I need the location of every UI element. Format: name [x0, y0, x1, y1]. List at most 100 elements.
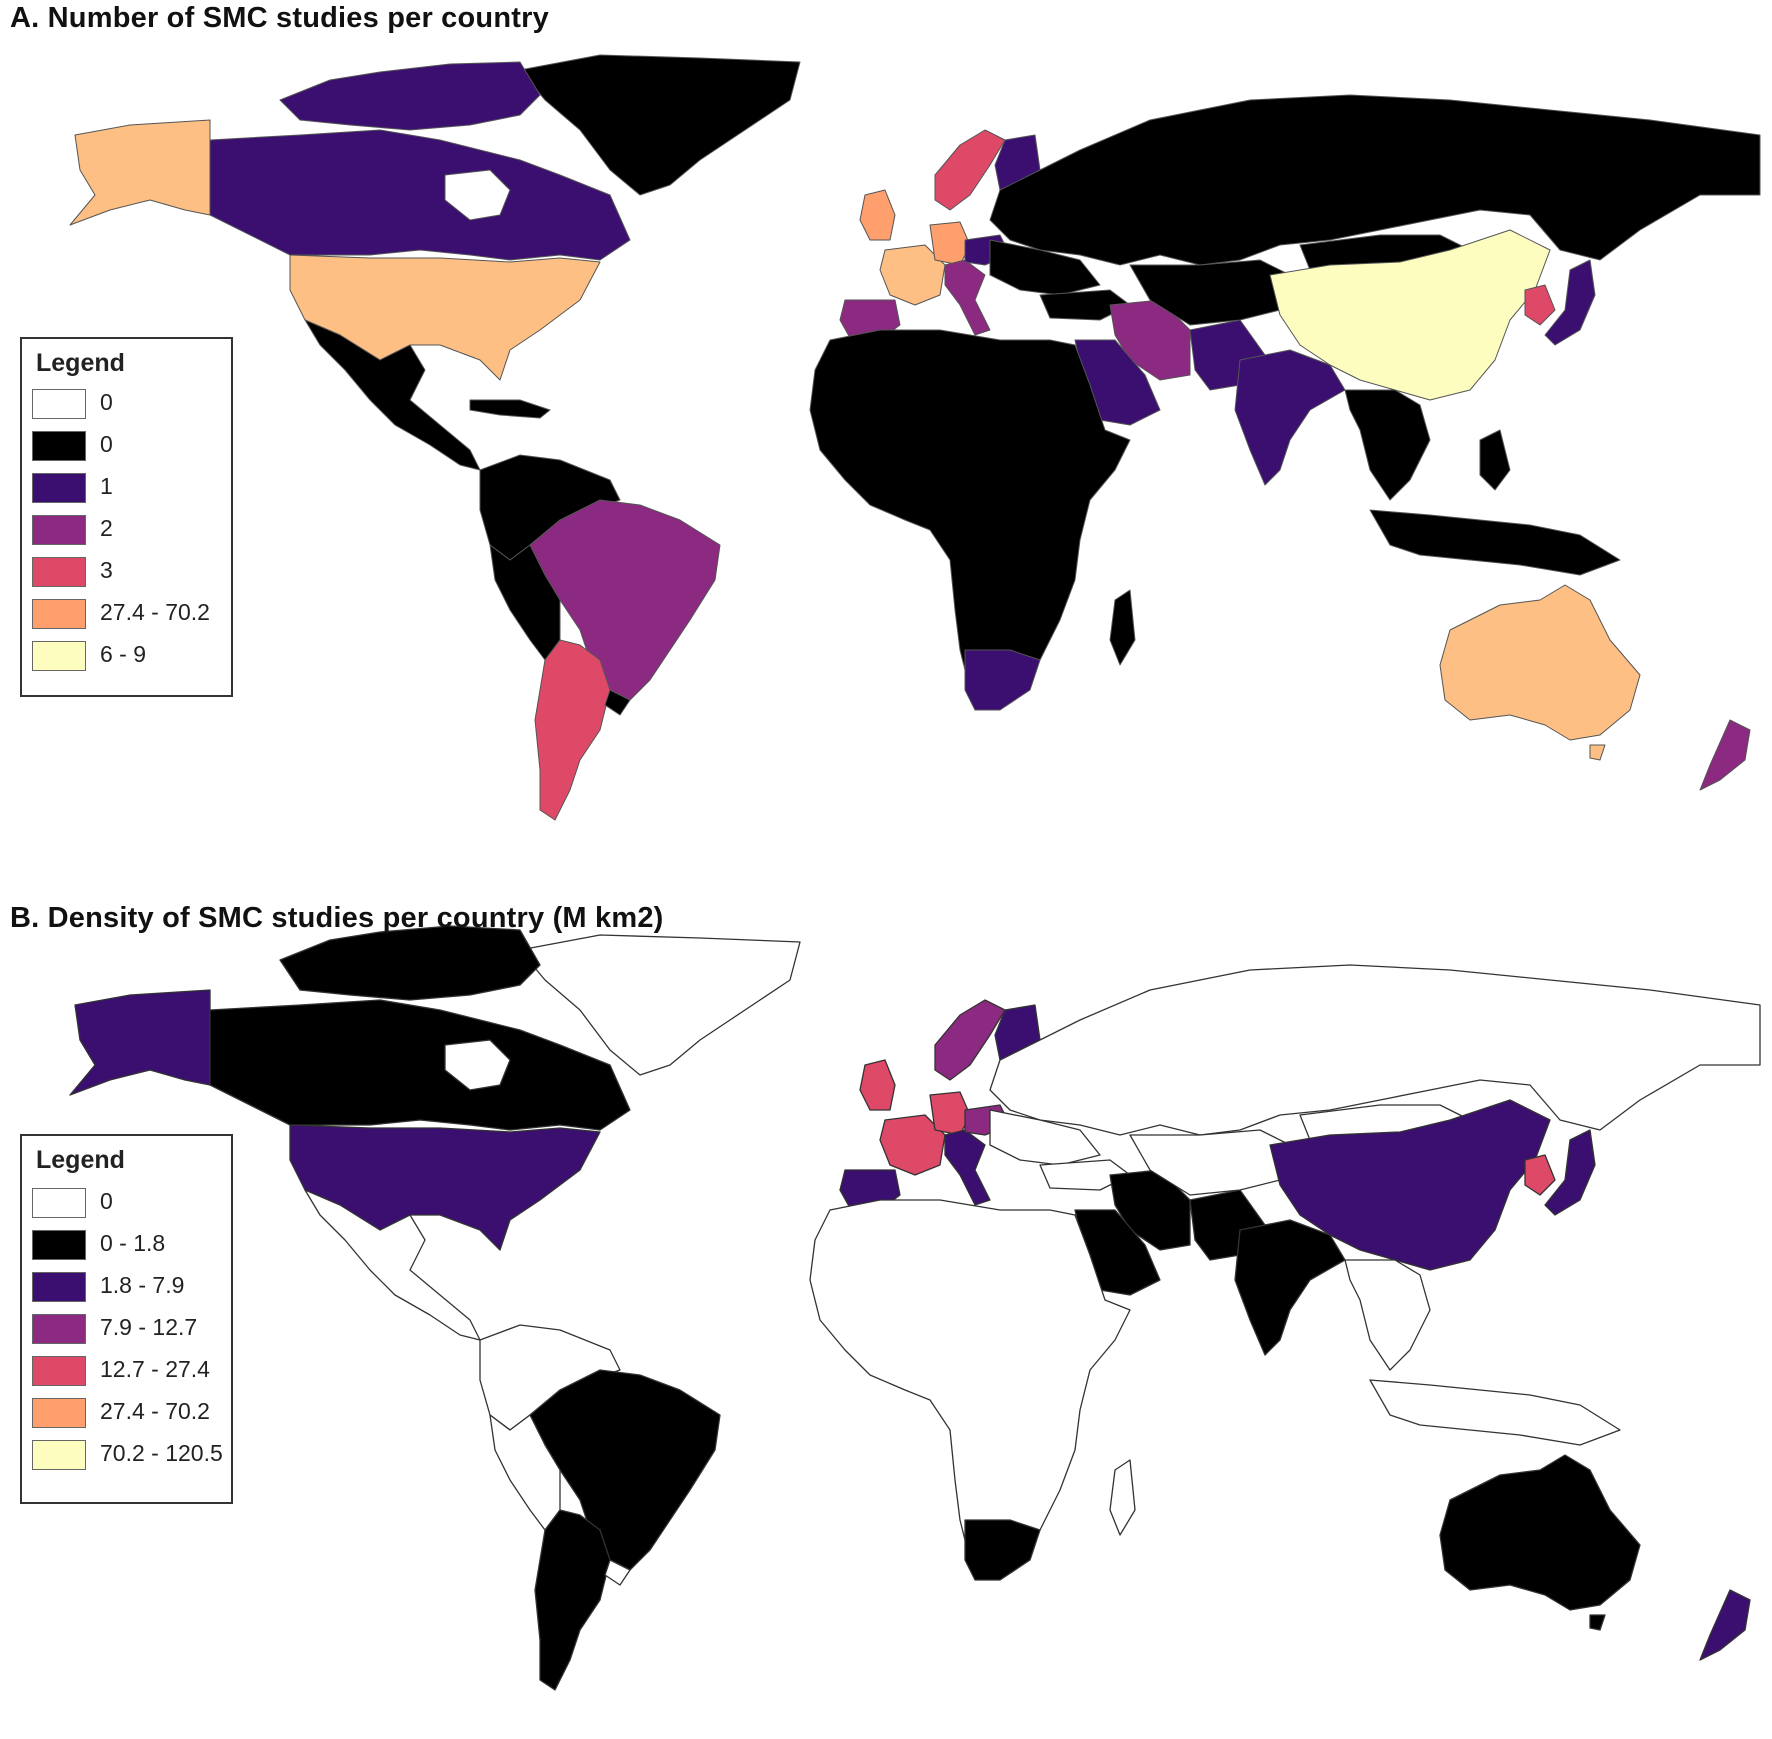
legend-b-swatch-5 [32, 1398, 86, 1428]
region-mexico [304, 319, 481, 471]
region-greenland [519, 54, 801, 196]
region-indonesia [1369, 1379, 1621, 1446]
legend-a-swatch-4 [32, 557, 86, 587]
region-e-europe [989, 239, 1101, 296]
region-china [1269, 229, 1551, 401]
region-uk [859, 1059, 896, 1111]
region-argentina [534, 1509, 611, 1691]
region-canada [209, 999, 631, 1131]
legend-b-item: 7.9 - 12.7 [32, 1312, 227, 1346]
region-canada-arctic [279, 925, 541, 1001]
region-italy [944, 259, 991, 336]
legend-b-label: 1.8 - 7.9 [100, 1272, 185, 1298]
region-africa [809, 1199, 1131, 1576]
region-brazil [529, 499, 721, 701]
legend-b-swatch-6 [32, 1440, 86, 1470]
region-india [1234, 349, 1346, 486]
legend-a-item: 2 [32, 513, 227, 547]
legend-a-swatch-1 [32, 431, 86, 461]
legend-a-item: 1 [32, 471, 227, 505]
legend-a-label: 0 [100, 431, 113, 457]
legend-a-label: 1 [100, 473, 113, 499]
region-hudson-bay [444, 169, 511, 221]
region-korea [1524, 1154, 1556, 1196]
region-uruguay [604, 689, 631, 716]
region-tasmania [1589, 744, 1606, 761]
legend-a-label: 2 [100, 515, 113, 541]
region-se-asia [1344, 389, 1431, 501]
region-south-africa [964, 1519, 1041, 1581]
legend-a-item: 0 [32, 429, 227, 463]
legend-a-item: 0 [32, 387, 227, 421]
legend-a-swatch-6 [32, 641, 86, 671]
region-uk [859, 189, 896, 241]
legend-b-label: 0 [100, 1188, 113, 1214]
legend-a-label: 6 - 9 [100, 641, 147, 667]
map-panel-b: B. Density of SMC studies per country (M… [0, 900, 1772, 1739]
legend-b-item: 70.2 - 120.5 [32, 1438, 227, 1472]
legend-a-swatch-5 [32, 599, 86, 629]
world-map-b [69, 925, 1761, 1691]
legend-a-label: 0 [100, 389, 113, 415]
legend-a-title: Legend [36, 349, 125, 377]
region-alaska [69, 989, 211, 1096]
region-e-europe [989, 1109, 1101, 1166]
region-new-zealand [1699, 719, 1751, 791]
region-india [1234, 1219, 1346, 1356]
region-philippines [1479, 429, 1511, 491]
region-mexico [304, 1189, 481, 1341]
legend-a-swatch-2 [32, 473, 86, 503]
region-madagascar [1109, 589, 1136, 666]
region-argentina [534, 639, 611, 821]
legend-b-item: 0 [32, 1186, 227, 1220]
legend-a-swatch-0 [32, 389, 86, 419]
legend-b-swatch-4 [32, 1356, 86, 1386]
legend-a-item: 6 - 9 [32, 639, 227, 673]
region-korea [1524, 284, 1556, 326]
legend-a-item: 3 [32, 555, 227, 589]
region-alaska [69, 119, 211, 226]
region-brazil [529, 1369, 721, 1571]
legend-b-label: 7.9 - 12.7 [100, 1314, 198, 1340]
region-italy [944, 1129, 991, 1206]
region-russia [989, 94, 1761, 266]
region-madagascar [1109, 1459, 1136, 1536]
legend-a: Legend 0 0 1 2 3 27.4 - 70.2 6 - 9 [20, 337, 233, 697]
legend-b-swatch-1 [32, 1230, 86, 1260]
legend-b-item: 12.7 - 27.4 [32, 1354, 227, 1388]
legend-b-label: 0 - 1.8 [100, 1230, 166, 1256]
region-germany [929, 1091, 971, 1136]
legend-b-swatch-3 [32, 1314, 86, 1344]
region-norway [934, 999, 1006, 1081]
region-se-asia [1344, 1259, 1431, 1371]
legend-b-label: 12.7 - 27.4 [100, 1356, 210, 1382]
region-new-zealand [1699, 1589, 1751, 1661]
region-france [879, 244, 946, 306]
region-canada-arctic [279, 61, 541, 131]
map-panel-a: A. Number of SMC studies per country Leg… [10, 2, 1761, 821]
legend-b-swatch-2 [32, 1272, 86, 1302]
region-africa [809, 329, 1131, 706]
region-greenland [519, 934, 801, 1076]
region-tasmania [1589, 1614, 1606, 1631]
region-uruguay [604, 1559, 631, 1586]
region-france [879, 1114, 946, 1176]
legend-b-swatch-0 [32, 1188, 86, 1218]
region-germany [929, 221, 971, 266]
region-australia [1439, 584, 1641, 741]
region-caribbean [469, 399, 551, 419]
panel-b-title: B. Density of SMC studies per country (M… [10, 902, 664, 934]
region-china [1269, 1099, 1551, 1271]
region-canada [209, 129, 631, 261]
legend-a-label: 3 [100, 557, 113, 583]
legend-b-label: 27.4 - 70.2 [100, 1398, 210, 1424]
region-russia [989, 964, 1761, 1136]
region-japan [1544, 1129, 1596, 1216]
region-norway [934, 129, 1006, 211]
legend-b-item: 0 - 1.8 [32, 1228, 227, 1262]
legend-b-item: 1.8 - 7.9 [32, 1270, 227, 1304]
legend-a-item: 27.4 - 70.2 [32, 597, 227, 631]
legend-b: Legend 0 0 - 1.8 1.8 - 7.9 7.9 - 12.7 12… [20, 1134, 233, 1504]
legend-a-label: 27.4 - 70.2 [100, 599, 210, 625]
legend-b-item: 27.4 - 70.2 [32, 1396, 227, 1430]
